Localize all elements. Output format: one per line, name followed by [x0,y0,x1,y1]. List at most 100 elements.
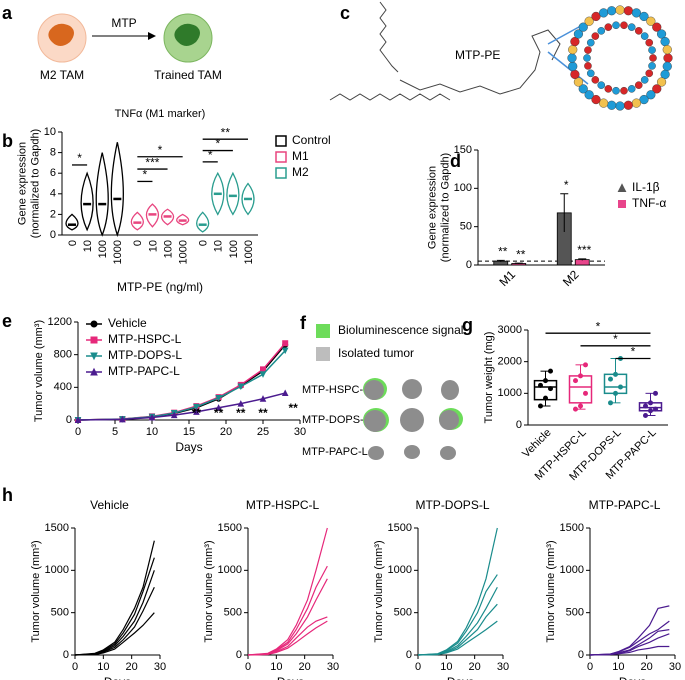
lipid-head [584,90,594,100]
series-line [77,392,286,421]
box [603,373,628,395]
x-tick-label: 0 [198,240,210,246]
y-tick-label: 2000 [498,356,522,368]
tumor [402,379,422,399]
lipid-head [578,22,588,32]
lipid-head [631,8,642,18]
data-point [643,403,648,409]
lipid-head [662,45,672,55]
data-point [613,390,618,396]
error-bar [514,262,523,264]
x-axis-label: Days [104,675,131,680]
data-point [538,382,543,388]
series-line [247,565,328,656]
series-line [417,620,498,656]
marker [259,371,267,378]
marker [148,413,156,421]
marker [260,366,266,373]
lipid-head [627,23,636,31]
marker [170,411,178,419]
legend-label: Isolated tumor [338,346,414,360]
lipid-head [620,21,628,30]
lipid-head [612,21,620,30]
x-tick-label: 0 [75,426,81,438]
y-tick-label: 1000 [45,564,69,576]
row-label: MTP-PAPC-L [302,446,368,458]
y-tick-label: 0 [66,414,72,426]
lipid-head [652,22,662,32]
lipid-head [584,62,592,70]
legend-label: IL-1β [632,180,660,194]
y-axis-label: Tumor volume (mm³) [373,540,385,642]
lipid-head [645,38,654,47]
legend-swatch [275,151,287,163]
y-tick-label: 6 [50,167,56,179]
data-point [578,373,583,379]
x-tick-label: 0 [587,661,593,673]
tumor [368,446,384,460]
y-tick-label: 400 [54,381,72,393]
significance-label: * [596,319,601,333]
violin-body [130,211,144,231]
tumor [440,446,456,460]
lipid-head [660,36,670,47]
m2-nucleus [48,23,74,46]
arrow-head [148,32,156,40]
marker [215,404,222,411]
lipid-head [662,61,672,71]
lipid-head [623,100,633,110]
lipid-head [648,46,656,54]
legend-marker [618,200,626,208]
lipid-head [645,69,654,78]
x-tick-label: 0 [132,240,144,246]
lipid-head [598,8,609,18]
significance-label: *** [577,243,591,257]
lipid-head [591,11,601,22]
chart-title: MTP-HSPC-L [246,498,320,512]
y-axis-label: Tumor volume (mm³) [33,320,45,422]
x-tick-label: 10 [82,240,94,252]
x-tick-label: Vehicle [520,427,554,461]
x-tick-label: 1000 [178,240,190,264]
molecule-label: MTP-PE [455,48,500,62]
data-point [578,403,583,409]
legend-swatch [316,347,330,361]
lipid-head [663,53,673,63]
lipid-head [604,23,613,31]
tumor [364,410,386,432]
marker [237,383,245,391]
lipid-head [573,77,584,87]
y-axis-label: Tumor volume (mm³) [203,540,215,642]
data-point [608,376,613,382]
x-tick-label: M2 [560,267,582,289]
lipid-head [615,5,625,15]
legend-label: Bioluminescence signal [338,323,463,337]
lipid-tail [329,93,451,101]
x-axis-label: Days [447,675,474,680]
y-tick-label: 1000 [560,564,584,576]
significance-label: ** [516,247,526,261]
data-point [573,378,578,384]
x-tick-label: 30 [294,426,306,438]
data-point [648,400,653,406]
y-tick-label: 800 [54,349,72,361]
legend-label: Vehicle [108,316,147,330]
data-point [618,384,623,390]
y-tick-label: 100 [454,182,472,194]
legend-swatch [275,167,287,179]
marker [282,340,289,347]
series-line [417,586,498,656]
violin-body [226,171,240,216]
x-tick-label: 20 [220,426,232,438]
y-tick-label: 0 [578,649,584,661]
x-tick-label: 30 [669,661,681,673]
error-bar [560,193,569,233]
marker [237,400,245,407]
series-line [247,527,328,656]
chart-title: TNFα (M1 marker) [115,108,206,120]
marker [215,394,222,402]
x-tick-label: 10 [146,426,158,438]
tumor [400,408,424,432]
significance-label: ** [498,245,508,259]
lipid-head [584,16,594,26]
